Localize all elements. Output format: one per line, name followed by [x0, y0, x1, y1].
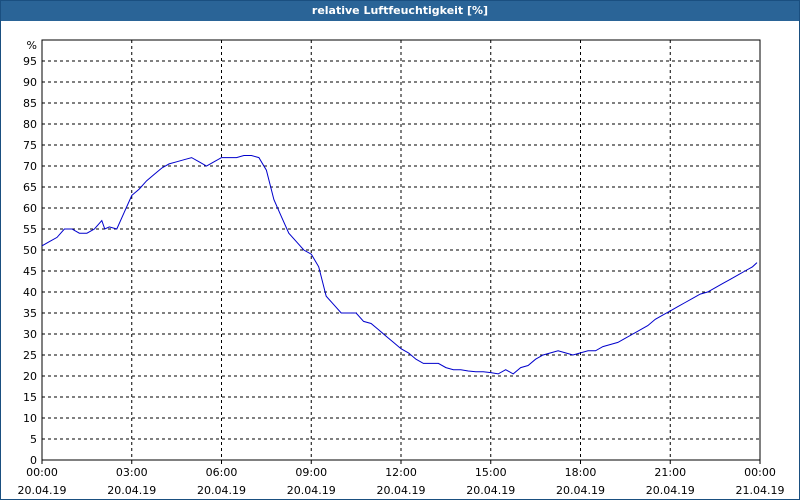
y-tick-label: 10 [23, 412, 37, 425]
humidity-series-line [41, 155, 758, 375]
x-tick-date: 21.04.19 [736, 484, 785, 497]
y-tick-label: 60 [23, 202, 37, 215]
x-tick-time: 00:00 [26, 466, 58, 479]
y-tick-label: 25 [23, 349, 37, 362]
y-tick-label: 50 [23, 244, 37, 257]
y-tick-label: 90 [23, 76, 37, 89]
y-tick-label: 85 [23, 97, 37, 110]
x-tick-time: 15:00 [475, 466, 507, 479]
x-tick-date: 20.04.19 [197, 484, 246, 497]
x-tick-time: 09:00 [295, 466, 327, 479]
y-tick-label: 20 [23, 370, 37, 383]
y-tick-label: 75 [23, 139, 37, 152]
x-tick-time: 03:00 [116, 466, 148, 479]
y-tick-label: 80 [23, 118, 37, 131]
y-tick-label: 55 [23, 223, 37, 236]
x-tick-date: 20.04.19 [18, 484, 67, 497]
chart-title: relative Luftfeuchtigkeit [%] [1, 1, 799, 21]
y-axis-label: % [27, 39, 37, 52]
x-tick-date: 20.04.19 [556, 484, 605, 497]
x-tick-date: 20.04.19 [466, 484, 515, 497]
x-tick-time: 21:00 [654, 466, 686, 479]
y-tick-label: 5 [30, 433, 37, 446]
x-tick-time: 12:00 [385, 466, 417, 479]
x-tick-date: 20.04.19 [377, 484, 426, 497]
y-tick-label: 30 [23, 328, 37, 341]
x-tick-time: 06:00 [206, 466, 238, 479]
y-tick-label: 45 [23, 265, 37, 278]
y-tick-label: 95 [23, 55, 37, 68]
y-tick-label: 70 [23, 160, 37, 173]
y-tick-label: 65 [23, 181, 37, 194]
y-tick-label: 15 [23, 391, 37, 404]
y-tick-label: 40 [23, 286, 37, 299]
y-tick-label: 35 [23, 307, 37, 320]
x-tick-date: 20.04.19 [646, 484, 695, 497]
y-tick-label: 0 [30, 454, 37, 467]
x-tick-time: 18:00 [565, 466, 597, 479]
x-tick-date: 20.04.19 [287, 484, 336, 497]
x-tick-time: 00:00 [744, 466, 776, 479]
x-tick-date: 20.04.19 [107, 484, 156, 497]
